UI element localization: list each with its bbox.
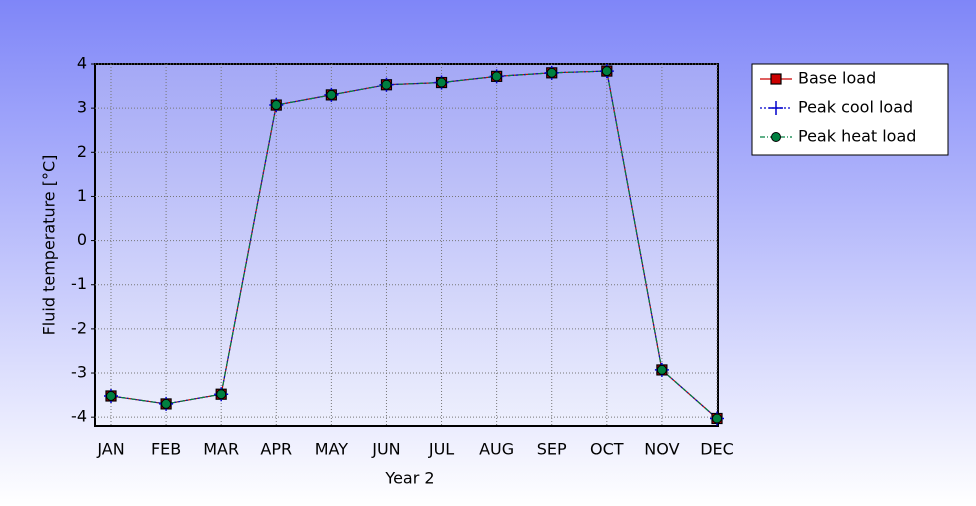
data-point — [381, 79, 392, 90]
x-tick-label: JAN — [96, 440, 124, 459]
data-point — [106, 390, 116, 401]
x-tick-label: JUL — [428, 440, 454, 459]
series-line — [110, 70, 718, 419]
legend-marker — [771, 132, 781, 142]
legend-label: Peak heat load — [798, 127, 916, 146]
data-point — [161, 398, 172, 409]
series-line — [110, 70, 718, 419]
legend-label: Peak cool load — [798, 98, 913, 117]
data-point — [436, 77, 447, 88]
y-tick-label: -4 — [71, 407, 87, 426]
x-tick-label: MAY — [315, 440, 349, 459]
y-tick-label: 4 — [77, 54, 87, 73]
data-point — [491, 71, 502, 82]
x-tick-label: FEB — [151, 440, 181, 459]
data-point — [656, 364, 667, 375]
y-tick-label: -2 — [71, 318, 87, 337]
legend-marker — [769, 101, 783, 115]
x-tick-label: NOV — [644, 440, 679, 459]
y-tick-label: 3 — [77, 98, 87, 117]
legend-marker — [770, 73, 782, 85]
x-tick-label: OCT — [590, 440, 624, 459]
y-tick-label: 0 — [77, 230, 87, 249]
y-tick-label: 2 — [77, 142, 87, 161]
data-point — [546, 67, 557, 78]
data-point — [601, 66, 612, 77]
y-axis-label: Fluid temperature [°C] — [40, 155, 59, 336]
y-tick-label: 1 — [77, 186, 87, 205]
x-axis-label: Year 2 — [384, 469, 434, 488]
x-tick-label: SEP — [537, 440, 567, 459]
x-tick-label: JUN — [371, 440, 400, 459]
data-point — [216, 389, 227, 400]
plot-area — [94, 63, 719, 427]
data-point — [712, 413, 722, 424]
legend-label: Base load — [798, 69, 876, 88]
x-tick-label: AUG — [479, 440, 514, 459]
x-tick-label: APR — [260, 440, 292, 459]
y-tick-label: -3 — [71, 363, 87, 382]
x-tick-label: MAR — [203, 440, 239, 459]
y-tick-label: -1 — [71, 274, 87, 293]
data-point — [326, 89, 337, 100]
data-point — [271, 100, 282, 111]
x-tick-label: DEC — [700, 440, 734, 459]
